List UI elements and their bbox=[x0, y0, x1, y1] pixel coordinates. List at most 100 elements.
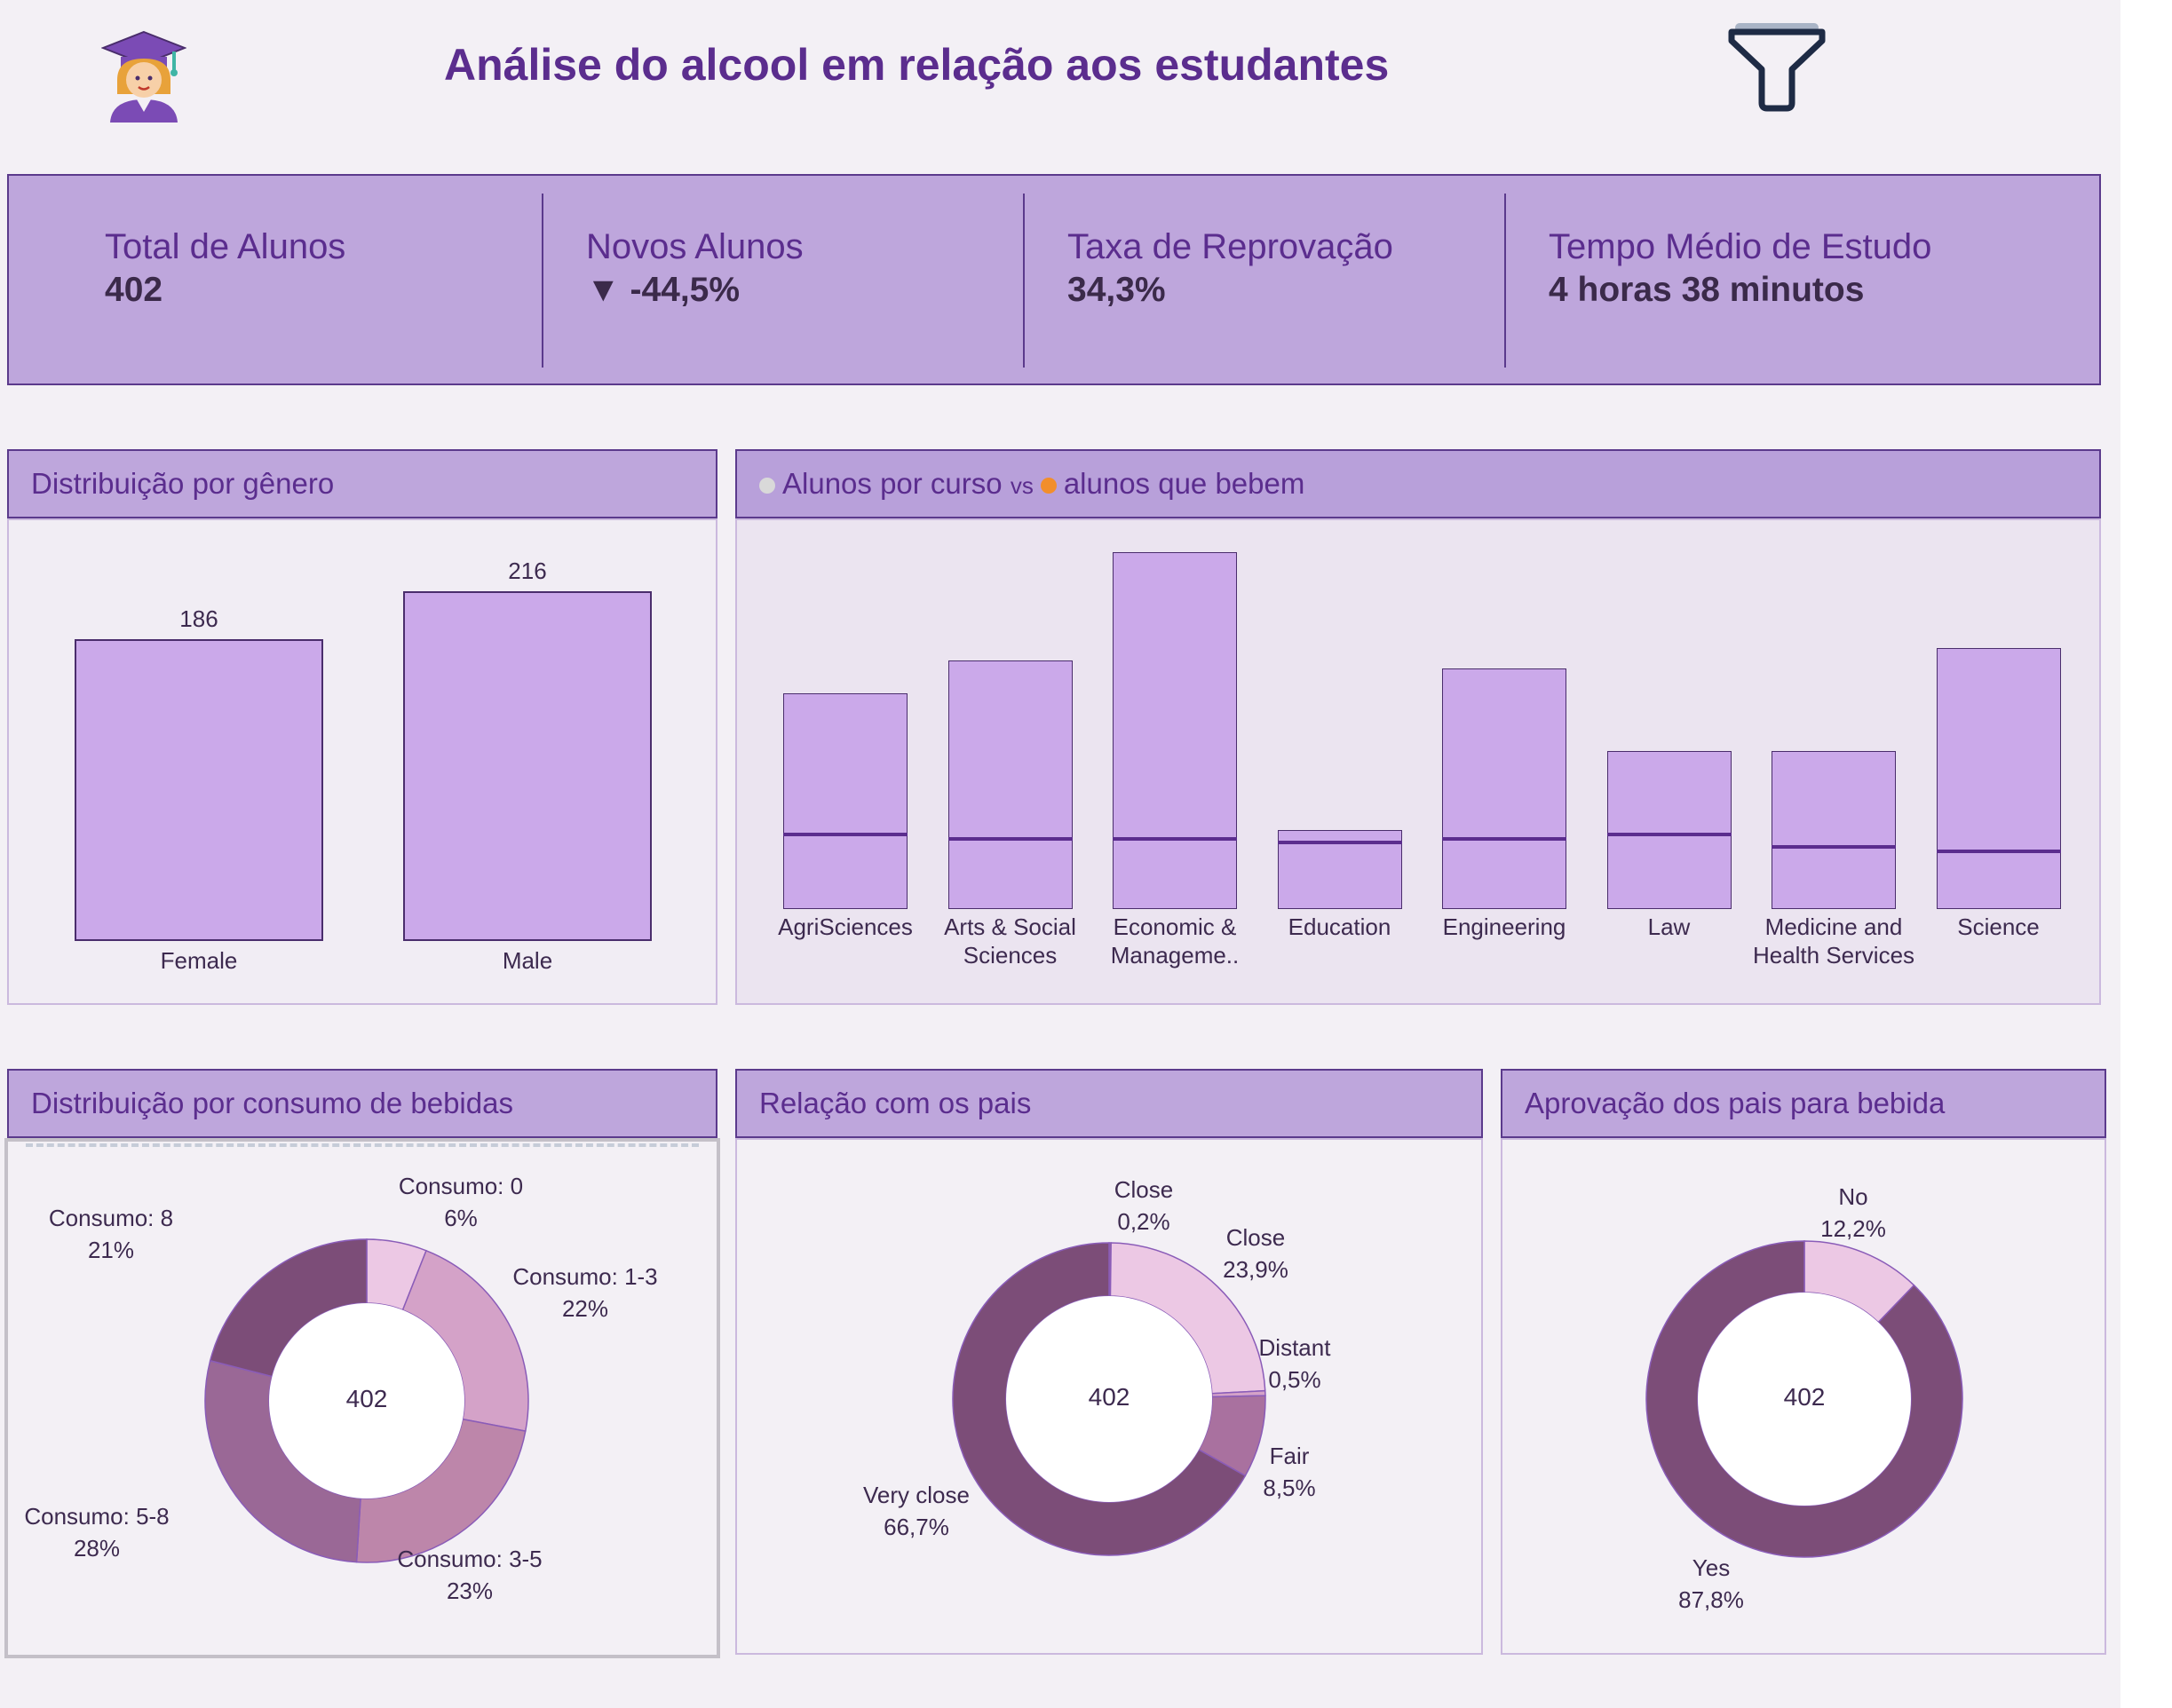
category-label-line: Arts & Social bbox=[944, 913, 1076, 940]
panel-title-part2: alunos que bebem bbox=[1063, 467, 1305, 500]
kpi-taxa-reprovacao: Taxa de Reprovação 34,3% bbox=[1067, 227, 1393, 310]
approval-panel-header: Aprovação dos pais para bebida bbox=[1501, 1069, 2106, 1138]
category-label-line: Education bbox=[1288, 913, 1391, 940]
bar-course bbox=[947, 660, 1073, 909]
bar-male bbox=[403, 590, 652, 941]
kpi-label: Novos Alunos bbox=[586, 227, 804, 266]
drinkers-reference-line bbox=[947, 836, 1073, 841]
panel-title: Aprovação dos pais para bebida bbox=[1525, 1087, 1946, 1119]
donut-chart bbox=[952, 1242, 1266, 1556]
selection-dash bbox=[26, 1143, 699, 1147]
down-triangle-icon: ▼ bbox=[586, 271, 621, 309]
kpi-value: 34,3% bbox=[1067, 271, 1166, 309]
donut-slice-label: Consumo: 1-3 22% bbox=[496, 1261, 674, 1324]
category-label: Education bbox=[1256, 913, 1424, 941]
parents-panel-header: Relação com os pais bbox=[735, 1069, 1483, 1138]
bar-course bbox=[1772, 751, 1896, 909]
donut-slice-label: Very close 66,7% bbox=[828, 1479, 1005, 1543]
slice-name: No bbox=[1838, 1183, 1868, 1210]
category-label: Science bbox=[1914, 913, 2083, 941]
slice-percent: 6% bbox=[444, 1205, 478, 1231]
donut-chart bbox=[204, 1238, 529, 1563]
panel-title: Distribuição por consumo de bebidas bbox=[31, 1087, 513, 1119]
kpi-label: Tempo Médio de Estudo bbox=[1549, 227, 1932, 266]
donut-hole bbox=[1698, 1293, 1911, 1506]
slice-name: Close bbox=[1225, 1224, 1286, 1251]
kpi-divider bbox=[1504, 194, 1506, 368]
category-label-line: Health Services bbox=[1752, 942, 1915, 969]
panel-title: Distribuição por gênero bbox=[31, 467, 335, 500]
category-label: Female bbox=[160, 947, 238, 974]
kpi-label: Taxa de Reprovação bbox=[1067, 227, 1393, 266]
kpi-value: 4 horas 38 minutos bbox=[1549, 271, 1865, 309]
drink-chart[interactable]: 402 Consumo: 0 6% Consumo: 1-3 22% Consumo: 3… bbox=[4, 1138, 720, 1658]
panel-title-part1: Alunos por curso bbox=[782, 467, 1003, 500]
donut-center-total: 402 bbox=[345, 1385, 388, 1412]
slice-percent: 22% bbox=[561, 1295, 609, 1322]
graduate-student-icon bbox=[100, 28, 187, 123]
donut-hole bbox=[269, 1303, 464, 1498]
donut-slice-label: Consumo: 5-8 28% bbox=[8, 1500, 186, 1564]
category-label-line: AgriSciences bbox=[778, 913, 913, 940]
slice-percent: 21% bbox=[87, 1237, 135, 1263]
drinkers-reference-line bbox=[1606, 832, 1732, 836]
slice-percent: 12,2% bbox=[1820, 1215, 1886, 1242]
legend-dot-orange bbox=[1040, 478, 1057, 494]
drink-panel-header: Distribuição por consumo de bebidas bbox=[7, 1069, 717, 1138]
course-chart: AgriSciences Arts & Social Sciences Economi… bbox=[735, 518, 2101, 1005]
filter-funnel-icon[interactable] bbox=[1724, 20, 1829, 114]
kpi-total-alunos: Total de Alunos 402 bbox=[105, 227, 345, 310]
category-label-line: Law bbox=[1647, 913, 1691, 940]
slice-name: Distant bbox=[1258, 1334, 1331, 1361]
category-label: Law bbox=[1585, 913, 1754, 941]
slice-percent: 23% bbox=[446, 1578, 494, 1604]
donut-slice-label: Close 23,9% bbox=[1167, 1222, 1344, 1285]
drinkers-reference-line bbox=[1772, 844, 1896, 849]
kpi-value: 402 bbox=[105, 271, 163, 309]
slice-name: Consumo: 1-3 bbox=[512, 1263, 658, 1290]
donut-slice-label: No 12,2% bbox=[1764, 1181, 1942, 1245]
gender-panel-header: Distribuição por gênero bbox=[7, 449, 717, 518]
slice-percent: 28% bbox=[73, 1535, 121, 1562]
category-label: Engineering bbox=[1420, 913, 1589, 941]
parents-chart: 402 Close 0,2% Close 23,9% Distant 0,5% Fair 8,5… bbox=[735, 1138, 1483, 1655]
slice-name: Close bbox=[1114, 1176, 1174, 1203]
page-title: Análise do alcool em relação aos estudan… bbox=[444, 40, 1390, 90]
slice-name: Fair bbox=[1269, 1443, 1310, 1469]
legend-dot-grey bbox=[759, 478, 775, 494]
bar-course bbox=[1442, 668, 1566, 909]
slice-name: Consumo: 5-8 bbox=[24, 1503, 170, 1530]
kpi-divider bbox=[1023, 194, 1025, 368]
drinkers-reference-line bbox=[1936, 849, 2061, 853]
slice-percent: 66,7% bbox=[884, 1514, 949, 1540]
panel-title: Relação com os pais bbox=[759, 1087, 1032, 1119]
category-label: Medicine and Health Services bbox=[1749, 913, 1918, 969]
kpi-novos-alunos: Novos Alunos ▼ -44,5% bbox=[586, 227, 804, 310]
category-label-line: Science bbox=[1957, 913, 2040, 940]
bar-female bbox=[75, 639, 323, 941]
slice-name: Consumo: 3-5 bbox=[397, 1546, 543, 1572]
slice-percent: 23,9% bbox=[1223, 1256, 1288, 1283]
slice-percent: 87,8% bbox=[1678, 1586, 1744, 1613]
slice-name: Consumo: 8 bbox=[48, 1205, 174, 1231]
kpi-divider bbox=[542, 194, 543, 368]
category-label: Arts & Social Sciences bbox=[926, 913, 1095, 969]
drinkers-reference-line bbox=[783, 832, 908, 836]
donut-hole bbox=[1006, 1296, 1212, 1502]
category-label-line: Engineering bbox=[1442, 913, 1566, 940]
category-label: AgriSciences bbox=[761, 913, 930, 941]
slice-percent: 8,5% bbox=[1263, 1475, 1316, 1501]
bar-value-label: 216 bbox=[508, 557, 547, 584]
donut-slice-label: Distant 0,5% bbox=[1206, 1332, 1383, 1396]
category-label: Male bbox=[502, 947, 553, 974]
slice-percent: 0,2% bbox=[1117, 1208, 1170, 1235]
donut-chart bbox=[1645, 1240, 1963, 1558]
donut-slice-label: Close 0,2% bbox=[1055, 1174, 1233, 1238]
donut-slice-label: Consumo: 8 21% bbox=[22, 1202, 200, 1266]
category-label-line: Manageme.. bbox=[1110, 942, 1240, 969]
kpi-band: Total de Alunos 402 Novos Alunos ▼ -44,5… bbox=[7, 174, 2101, 385]
bar-course bbox=[1936, 647, 2061, 909]
category-label-line: Medicine and bbox=[1764, 913, 1903, 940]
donut-center-total: 402 bbox=[1783, 1383, 1826, 1411]
kpi-label: Total de Alunos bbox=[105, 227, 346, 266]
